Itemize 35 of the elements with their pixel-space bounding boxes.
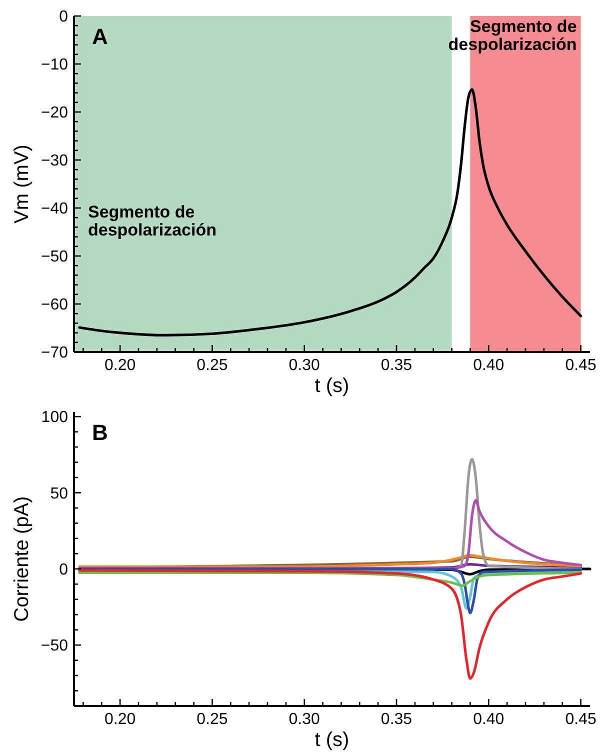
x-axis-title: t (s)	[314, 729, 350, 751]
x-tick-label: 0.40	[473, 357, 504, 374]
x-tick-label: 0.25	[196, 357, 228, 374]
x-tick-label: 0.30	[288, 357, 320, 374]
x-tick-label: 0.35	[380, 711, 412, 728]
y-tick-label: −10	[40, 56, 68, 74]
x-tick-label: 0.45	[565, 711, 596, 728]
x-tick-label: 0.20	[104, 711, 136, 728]
x-tick-label: 0.25	[196, 711, 228, 728]
y-tick-label: −50	[40, 248, 68, 266]
x-tick-label: 0.40	[473, 711, 504, 728]
x-tick-label: 0.45	[565, 357, 596, 374]
y-axis-title: Corriente (pA)	[11, 496, 33, 622]
y-tick-label: −40	[40, 200, 68, 218]
line-series	[78, 88, 582, 336]
band-label: Segmento de despolarización	[448, 17, 577, 54]
y-tick-label: 0	[59, 562, 68, 578]
y-tick-label: −70	[40, 344, 68, 362]
y-tick-label: −60	[40, 296, 68, 314]
x-axis-title: t (s)	[314, 375, 350, 397]
y-tick-label: −20	[40, 104, 68, 122]
chart-title: B	[92, 420, 108, 445]
x-tick-label: 0.30	[288, 711, 320, 728]
x-tick-label: 0.20	[104, 357, 136, 374]
band-label: Segmento de despolarización	[88, 202, 216, 240]
y-tick-label: −50	[40, 638, 68, 655]
y-axis-title: Vm (mV)	[11, 144, 33, 224]
chart-title: A	[92, 24, 108, 49]
x-tick-label: 0.35	[380, 357, 412, 374]
y-tick-label: 0	[59, 8, 68, 26]
y-tick-label: −30	[40, 152, 68, 170]
y-tick-label: 100	[41, 409, 68, 426]
line-series	[78, 571, 582, 587]
y-tick-label: 50	[50, 485, 68, 502]
line-series	[78, 569, 582, 680]
